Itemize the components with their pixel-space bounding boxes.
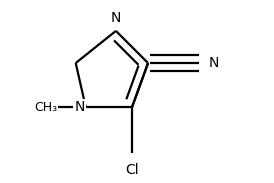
Text: N: N: [111, 11, 121, 25]
Text: N: N: [75, 100, 85, 114]
Text: Cl: Cl: [125, 163, 139, 178]
Text: N: N: [208, 56, 219, 70]
Text: CH₃: CH₃: [34, 101, 57, 114]
